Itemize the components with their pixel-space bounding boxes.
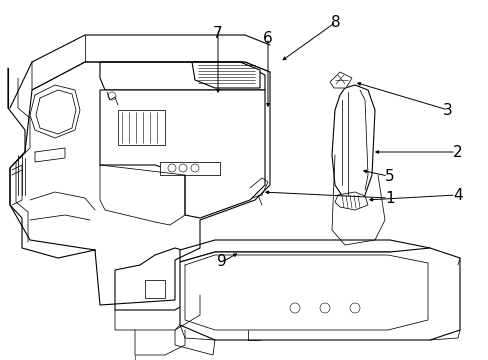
Text: 8: 8	[330, 14, 340, 30]
Polygon shape	[192, 62, 260, 88]
Polygon shape	[180, 248, 459, 340]
Text: 5: 5	[385, 168, 394, 184]
Polygon shape	[160, 162, 220, 175]
Polygon shape	[331, 85, 374, 205]
Polygon shape	[180, 240, 429, 262]
Text: 3: 3	[442, 103, 452, 117]
Polygon shape	[145, 280, 164, 298]
Text: 7: 7	[213, 26, 223, 41]
Text: 9: 9	[217, 255, 226, 270]
Polygon shape	[115, 248, 200, 310]
Polygon shape	[100, 62, 264, 90]
Text: 4: 4	[452, 188, 462, 202]
Polygon shape	[100, 90, 264, 218]
Polygon shape	[118, 110, 164, 145]
Text: 1: 1	[385, 190, 394, 206]
Polygon shape	[334, 192, 367, 210]
Polygon shape	[329, 72, 351, 88]
Text: 6: 6	[263, 31, 272, 45]
Text: 2: 2	[452, 144, 462, 159]
